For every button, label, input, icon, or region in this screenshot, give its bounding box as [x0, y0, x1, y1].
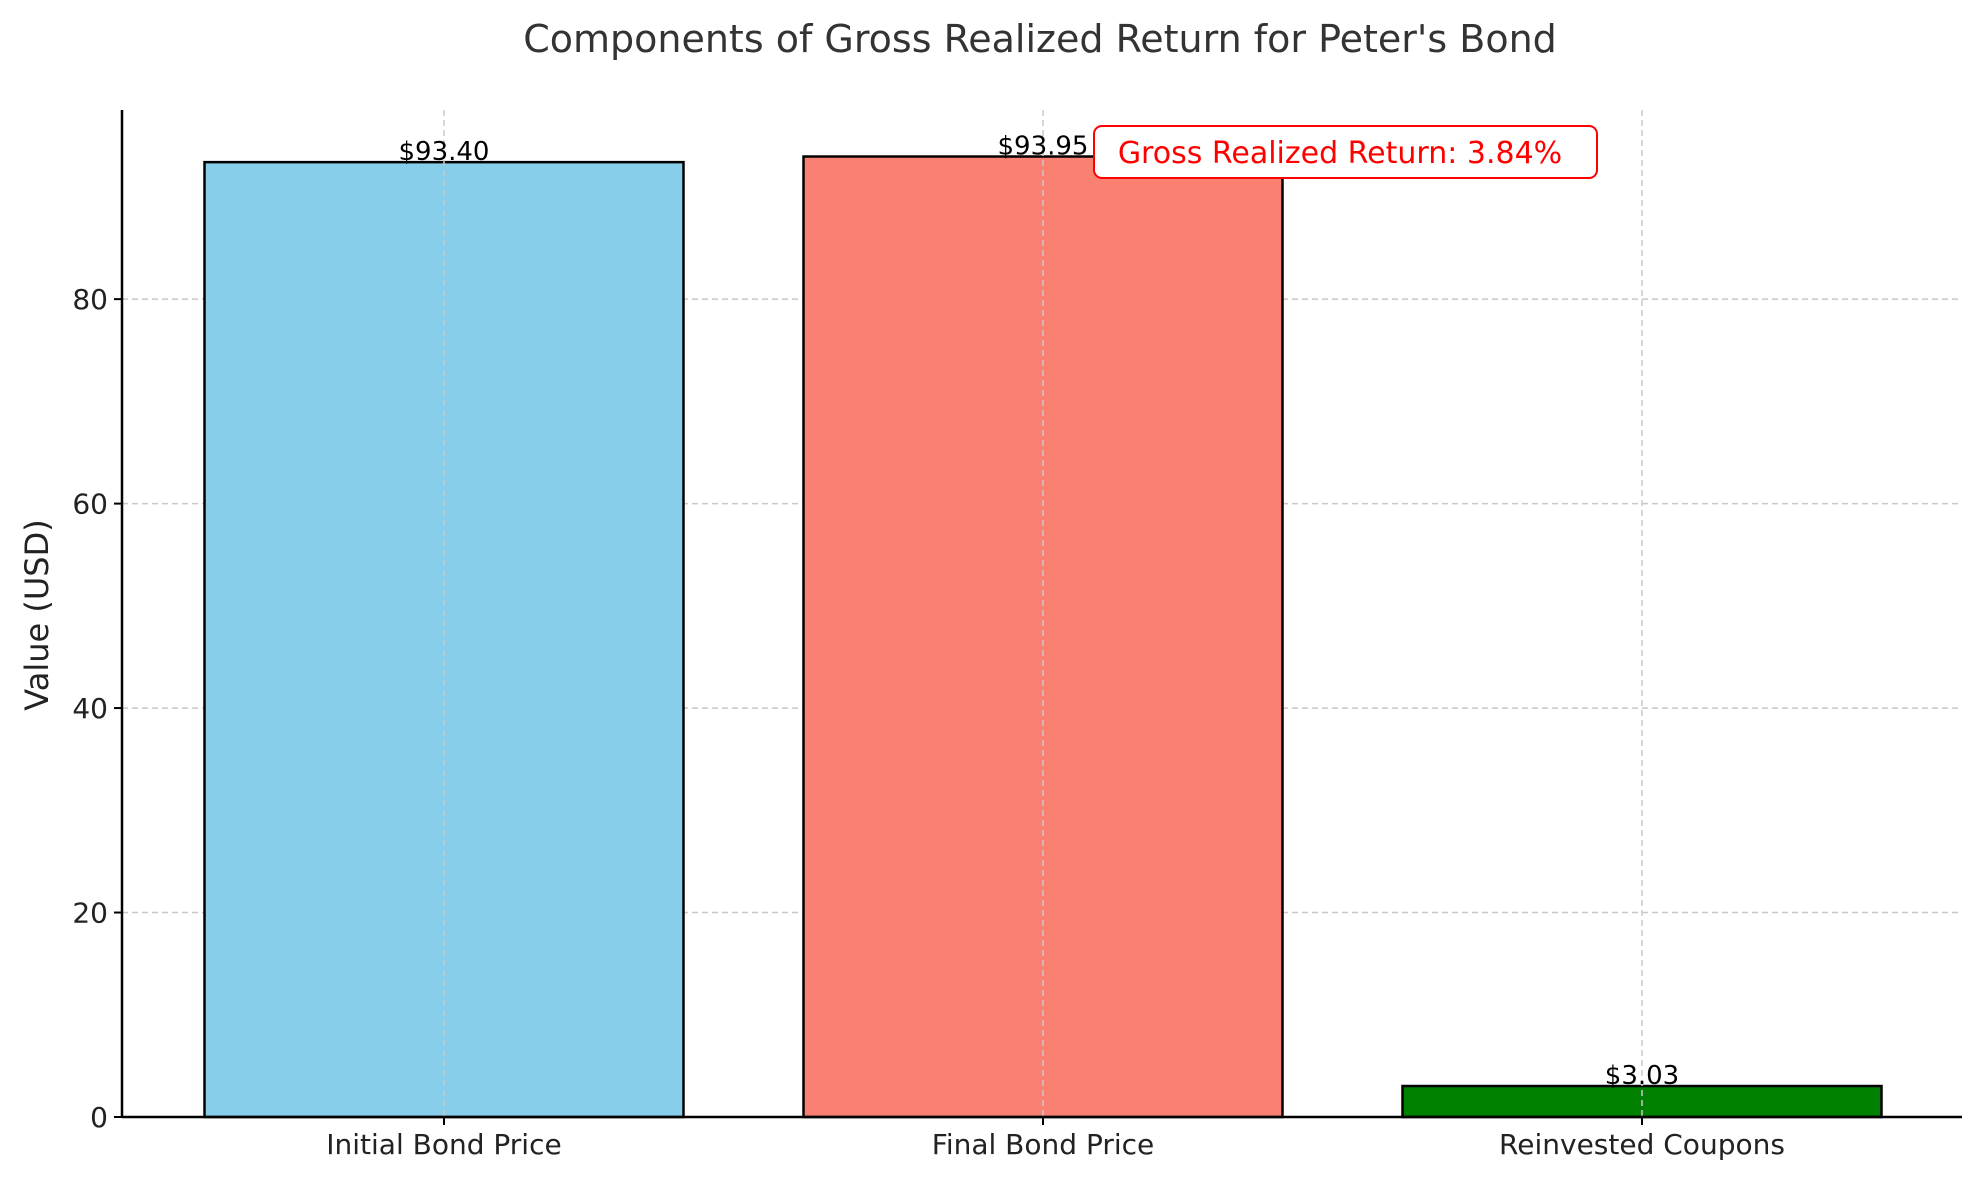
y-tick-label: 40 [72, 692, 108, 725]
tick-labels: 0 20 40 60 80 Initial Bond Price Final Bond Pr… [72, 283, 1785, 1161]
annotation-box [1093, 125, 1598, 179]
x-grid-lines [443, 110, 1643, 1117]
y-tick-label: 20 [72, 897, 108, 930]
bar-value-label: $93.40 [399, 137, 490, 167]
bar-value-label: $93.95 [998, 132, 1089, 162]
bar-value-label: $3.03 [1605, 1061, 1679, 1091]
annotation-text: Gross Realized Return: 3.84% [1118, 136, 1562, 171]
y-tick-label: 0 [90, 1101, 108, 1134]
axes [114, 110, 1962, 1125]
x-tick-label: Initial Bond Price [326, 1128, 561, 1161]
data-labels: $93.40 $93.95 $3.03 [399, 132, 1680, 1092]
annotation: Gross Realized Return: 3.84% [1093, 125, 1598, 179]
x-tick-label: Reinvested Coupons [1499, 1128, 1785, 1161]
y-tick-label: 60 [72, 488, 108, 521]
y-axis-label: Value (USD) [18, 519, 56, 710]
chart-title: Components of Gross Realized Return for … [523, 17, 1557, 61]
y-tick-label: 80 [72, 283, 108, 316]
x-tick-label: Final Bond Price [932, 1128, 1155, 1161]
